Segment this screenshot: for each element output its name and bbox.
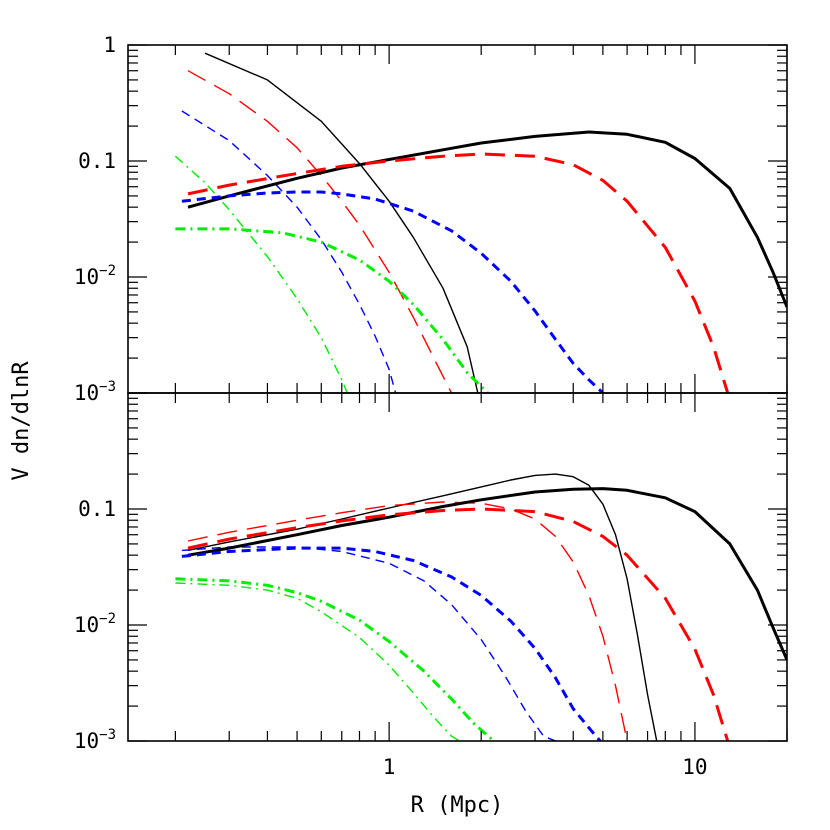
series-line-3 — [181, 110, 397, 393]
x-tick-label: 1 — [383, 755, 396, 779]
series-line-6 — [187, 507, 730, 741]
series-line-4 — [174, 155, 348, 393]
series-line-1 — [204, 52, 479, 393]
series-line-7 — [181, 190, 604, 393]
y-tick-label: 10−2 — [74, 263, 116, 289]
y-tick-label: 0.1 — [78, 497, 116, 521]
series-line-6 — [187, 152, 730, 393]
series-line-5 — [187, 130, 787, 308]
y-tick-label: 10−3 — [74, 727, 116, 753]
series-line-7 — [181, 546, 602, 741]
series-line-2 — [187, 70, 453, 393]
series-line-1 — [187, 473, 658, 741]
y-tick-label: 10−3 — [74, 379, 116, 405]
y-tick-label: 1 — [103, 33, 116, 57]
series-line-2 — [187, 501, 628, 741]
series-line-4 — [175, 582, 460, 741]
top-panel: 1 0.1 10−2 10−3 — [74, 33, 788, 405]
plot-frame — [127, 44, 788, 394]
series-group — [175, 473, 787, 741]
x-axis-label: R (Mpc) — [411, 793, 504, 818]
series-line-8 — [175, 577, 495, 741]
y-axis-label: V dn/dlnR — [9, 361, 34, 481]
series-line-8 — [175, 227, 489, 393]
y-tick-label: 10−2 — [74, 611, 116, 637]
series-line-5 — [187, 487, 787, 661]
series-group — [174, 52, 787, 393]
y-tick-label: 0.1 — [78, 149, 116, 173]
bottom-panel: 0.1 10−2 10−3 1 10 — [74, 392, 788, 779]
series-line-3 — [181, 546, 556, 741]
plot-frame — [127, 392, 788, 742]
x-tick-label: 10 — [682, 755, 707, 779]
